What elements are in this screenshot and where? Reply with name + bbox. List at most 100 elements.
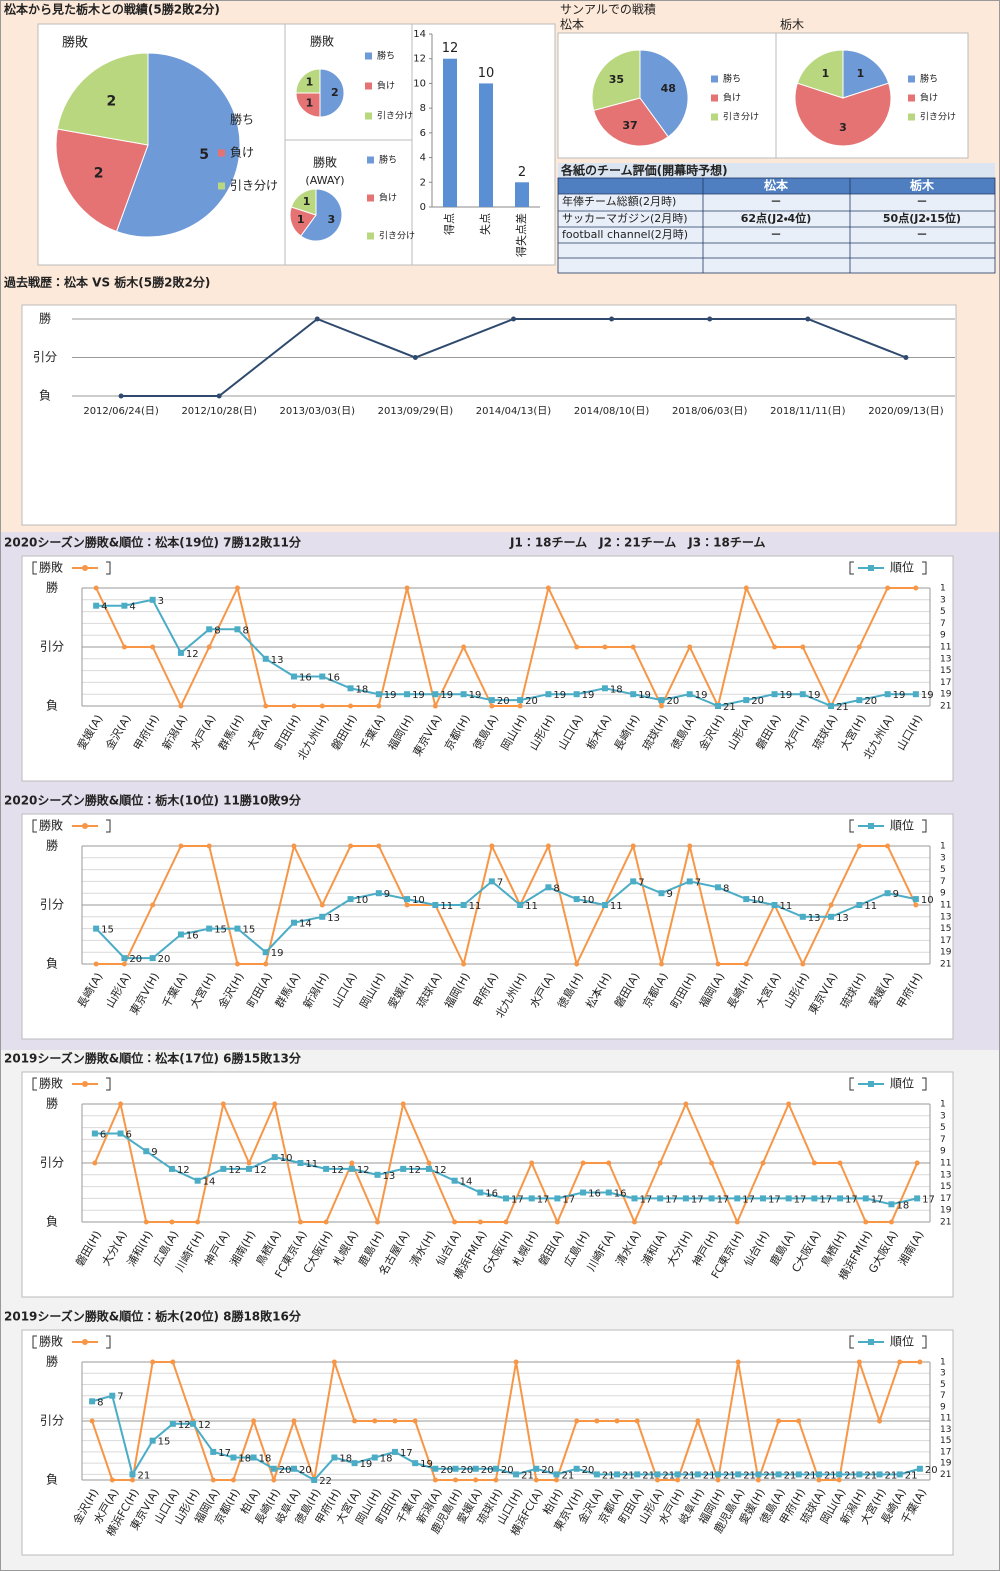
data-label: 18 [380,1454,393,1465]
point [374,1171,381,1178]
data-label: 20 [279,1465,292,1476]
point [451,1177,458,1184]
data-label: 21 [662,1470,675,1481]
point [206,925,213,932]
data-label: 11 [469,901,482,912]
point [93,585,99,591]
data-label: 17 [691,1194,704,1205]
y2-tick-label: 9 [940,1402,946,1412]
point [687,644,693,650]
point [743,961,749,967]
y2-tick-label: 17 [940,1194,951,1204]
x-tick-label: 2013/03/03(日) [280,406,356,417]
pie-slice [295,68,321,94]
x-tick-label: 2014/08/10(日) [574,406,650,417]
point [349,1160,355,1166]
table-title-bg [558,163,995,178]
data-label: 21 [885,1470,898,1481]
data-label: 16 [614,1189,627,1200]
data-label: 20 [481,1465,494,1476]
data-label: 5 [199,147,209,163]
point [453,1477,459,1483]
table-header: 松本 [764,178,789,193]
chart-title: 2019シーズン勝敗&順位：松本(17位) 6勝15敗13分 [4,1051,302,1066]
point [630,878,637,885]
point [404,691,411,698]
data-label: 20 [864,696,877,707]
data-label: 17 [819,1194,832,1205]
table-header-bg [558,178,995,194]
point [630,691,637,698]
y-tick-label: 引分 [40,898,64,912]
point [178,703,184,709]
data-label: 19 [582,690,595,701]
point [634,1471,641,1478]
y2-tick-label: 11 [940,643,951,653]
data-label: 20 [299,1465,312,1476]
data-label: 19 [553,690,566,701]
point [574,1418,580,1424]
y2-tick-label: 13 [940,1170,951,1180]
y2-tick-label: 1 [940,1358,946,1368]
point [149,955,156,962]
data-label: 15 [242,925,255,936]
point [488,878,495,885]
point [545,691,552,698]
data-label: 19 [780,690,793,701]
data-label: 11 [610,901,623,912]
data-label: 16 [485,1189,498,1200]
data-label: 20 [525,696,538,707]
y-tick-label: 14 [413,29,426,40]
x-tick-label: 得失点差 [515,213,528,257]
y2-tick-label: 15 [940,1436,951,1446]
point [503,1219,509,1225]
point [210,1448,217,1455]
y-tick-label: 引分 [40,1414,64,1428]
point [91,1130,98,1137]
point [574,644,580,650]
point [799,691,806,698]
data-label: 20 [582,1465,595,1476]
data-label: 12 [408,1165,421,1176]
data-label: 21 [703,1470,716,1481]
point [391,1448,398,1455]
point [545,585,551,591]
legend-bracket [849,1077,854,1091]
data-label: 21 [804,1470,817,1481]
data-label: 13 [808,913,821,924]
point [533,1477,539,1483]
data-label: 7 [117,1392,123,1403]
data-label: 21 [784,1470,797,1481]
point [786,1101,792,1107]
point [351,1460,358,1467]
x-tick-label: 2014/04/13(日) [476,406,552,417]
point [472,1465,479,1472]
point [177,649,184,656]
point [488,697,495,704]
point [553,1477,559,1483]
data-label: 8 [723,883,729,894]
point [614,1418,620,1424]
data-label: 1 [303,195,311,208]
data-label: 15 [214,925,227,936]
pie-slice [842,49,890,99]
legend-bracket [106,819,111,833]
point [400,1101,406,1107]
y2-tick-label: 11 [940,1414,951,1424]
legend-label: 引き分け [377,111,413,122]
point [118,1101,124,1107]
data-label: 7 [695,877,701,888]
point [109,1477,115,1483]
legend-swatch [365,52,372,60]
data-label: 21 [622,1470,635,1481]
point [856,843,862,849]
pie-slice [290,188,317,216]
bar [443,58,457,207]
point [117,1130,124,1137]
data-label: 20 [129,954,142,965]
point [888,1201,895,1208]
data-label: 14 [460,1177,473,1188]
data-label: 17 [511,1194,524,1205]
data-label: 14 [299,919,312,930]
